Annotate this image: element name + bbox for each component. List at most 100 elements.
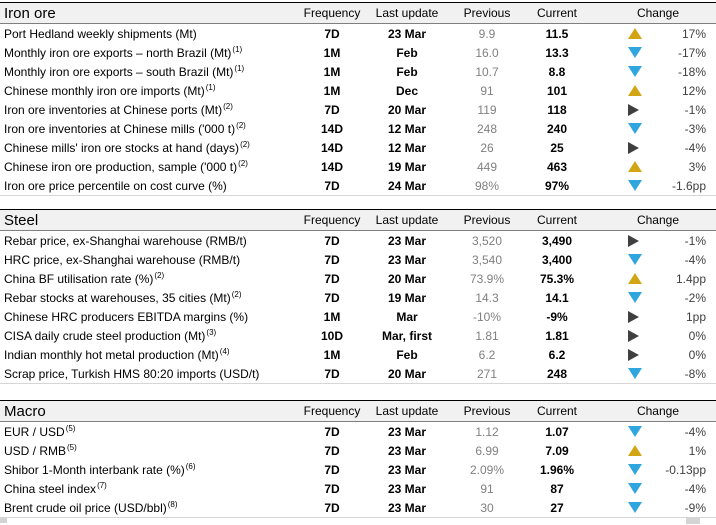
change-value: -9% xyxy=(684,500,706,515)
row-label-text: EUR / USD xyxy=(4,424,65,439)
previous-cell: 91 xyxy=(480,481,494,496)
column-header-change: Change xyxy=(636,213,680,227)
table-row: CISA daily crude steel production (Mt)(3… xyxy=(0,326,716,345)
up-arrow-icon xyxy=(628,273,642,284)
row-label-text: CISA daily crude steel production (Mt) xyxy=(4,328,206,343)
change-cell: -2% xyxy=(592,291,716,305)
row-label-text: Chinese mills' iron ore stocks at hand (… xyxy=(4,140,240,155)
change-value: -4% xyxy=(684,481,706,496)
row-label: Chinese HRC producers EBITDA margins (%) xyxy=(0,310,302,324)
current-cell: 75.3% xyxy=(539,271,575,286)
last-update-cell: 23 Mar xyxy=(387,443,427,458)
last-update-cell: Feb xyxy=(396,347,418,362)
column-header-current: Current xyxy=(536,213,577,227)
column-header-current: Current xyxy=(536,6,577,20)
change-cell: -1.6pp xyxy=(592,179,716,193)
row-label-text: China steel index xyxy=(4,481,97,496)
table-row: Chinese HRC producers EBITDA margins (%)… xyxy=(0,307,716,326)
footnote-ref: (2) xyxy=(236,121,246,130)
up-arrow-icon xyxy=(628,161,642,172)
table-row: Scrap price, Turkish HMS 80:20 imports (… xyxy=(0,364,716,383)
table-row: Monthly iron ore exports – south Brazil … xyxy=(0,62,716,81)
row-label-text: Chinese monthly iron ore imports (Mt) xyxy=(4,83,205,98)
last-update-cell: 23 Mar xyxy=(387,424,427,439)
previous-cell: 1.81 xyxy=(475,328,499,343)
previous-cell: 248 xyxy=(476,121,498,136)
column-header-frequency: Frequency xyxy=(303,404,361,418)
flat-arrow-icon xyxy=(628,310,639,323)
previous-cell: 14.3 xyxy=(475,290,499,305)
change-cell: 12% xyxy=(592,84,716,98)
previous-cell: 271 xyxy=(476,366,498,381)
current-cell: 463 xyxy=(546,159,568,174)
frequency-cell: 1M xyxy=(323,64,341,79)
column-header-current: Current xyxy=(536,404,577,418)
row-label: Iron ore inventories at Chinese mills ('… xyxy=(0,122,302,136)
section-header-row: Macro Frequency Last update Previous Current… xyxy=(0,400,716,422)
last-update-cell: 24 Mar xyxy=(387,178,427,193)
change-value: -8% xyxy=(684,366,706,381)
row-label-text: Chinese iron ore production, sample ('00… xyxy=(4,159,238,174)
current-cell: 8.8 xyxy=(548,64,566,79)
change-cell: 0% xyxy=(592,329,716,343)
flat-arrow-icon xyxy=(628,234,639,247)
row-label-text: Iron ore inventories at Chinese ports (M… xyxy=(4,102,223,117)
frequency-cell: 7D xyxy=(324,26,340,41)
change-value: -18% xyxy=(677,64,706,79)
footnote-ref: (4) xyxy=(219,347,230,356)
frequency-cell: 7D xyxy=(324,366,340,381)
last-update-cell: 20 Mar xyxy=(387,102,427,117)
down-arrow-icon xyxy=(628,254,642,265)
change-cell: 17% xyxy=(592,27,716,41)
current-cell: 248 xyxy=(546,366,568,381)
previous-cell: 26 xyxy=(480,140,494,155)
row-label: EUR / USD(5) xyxy=(0,425,302,439)
table-row: Iron ore inventories at Chinese mills ('… xyxy=(0,119,716,138)
row-label-text: Iron ore price percentile on cost curve … xyxy=(4,178,227,193)
frequency-cell: 7D xyxy=(324,252,340,267)
change-value: 3% xyxy=(688,159,706,174)
column-header-frequency: Frequency xyxy=(303,6,361,20)
row-label: Chinese monthly iron ore imports (Mt)(1) xyxy=(0,84,302,98)
change-cell: 0% xyxy=(592,348,716,362)
row-label: Indian monthly hot metal production (Mt)… xyxy=(0,348,302,362)
table-row: Rebar price, ex-Shanghai warehouse (RMB/… xyxy=(0,231,716,250)
change-cell: -17% xyxy=(592,46,716,60)
section-title: Steel xyxy=(4,211,39,229)
frequency-cell: 7D xyxy=(324,102,340,117)
change-cell: 1% xyxy=(592,444,716,458)
selection-handle-left xyxy=(0,518,7,523)
row-label: Rebar price, ex-Shanghai warehouse (RMB/… xyxy=(0,234,302,248)
down-arrow-icon xyxy=(628,47,642,58)
footnote-ref: (3) xyxy=(206,328,217,337)
current-cell: 1.96% xyxy=(539,462,575,477)
section-iron-ore: Iron ore Frequency Last update Previous Curr… xyxy=(0,2,716,196)
change-value: 17% xyxy=(681,26,706,41)
change-cell: -3% xyxy=(592,122,716,136)
change-cell: -8% xyxy=(592,367,716,381)
row-label: Chinese mills' iron ore stocks at hand (… xyxy=(0,141,302,155)
column-header-frequency: Frequency xyxy=(303,213,361,227)
table-row: Brent crude oil price (USD/bbl)(8) 7D 23 M… xyxy=(0,498,716,517)
footnote-ref: (2) xyxy=(231,290,242,299)
row-label: Brent crude oil price (USD/bbl)(8) xyxy=(0,501,302,515)
footnote-ref: (1) xyxy=(234,64,245,73)
footnote-ref: (1) xyxy=(232,45,243,54)
footnote-ref: (5) xyxy=(65,424,76,433)
table-row: Monthly iron ore exports – north Brazil … xyxy=(0,43,716,62)
previous-cell: 91 xyxy=(480,83,494,98)
up-arrow-icon xyxy=(628,85,642,96)
row-label-text: Monthly iron ore exports – south Brazil … xyxy=(4,64,234,79)
change-value: -17% xyxy=(677,45,706,60)
previous-cell: 9.9 xyxy=(478,26,496,41)
footnote-ref: (2) xyxy=(223,102,233,111)
column-header-previous: Previous xyxy=(463,213,511,227)
footnote-ref: (8) xyxy=(167,500,178,509)
row-label: CISA daily crude steel production (Mt)(3… xyxy=(0,329,302,343)
footnote-ref: (2) xyxy=(238,159,248,168)
previous-cell: 449 xyxy=(476,159,498,174)
row-label: China steel index(7) xyxy=(0,482,302,496)
row-label-text: China BF utilisation rate (%) xyxy=(4,271,154,286)
row-label: Monthly iron ore exports – north Brazil … xyxy=(0,46,302,60)
